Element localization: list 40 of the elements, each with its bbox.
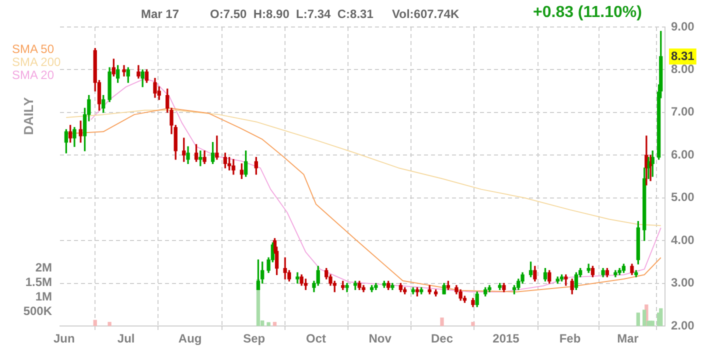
- x-tick-label: Sep: [243, 332, 266, 346]
- y2-tick-label: 1M: [35, 289, 52, 304]
- x-tick-label: Aug: [178, 332, 202, 346]
- y-tick-label: 7.00: [671, 104, 695, 119]
- bar: [266, 322, 270, 326]
- y2-tick-label: 2M: [35, 260, 52, 274]
- bar: [272, 322, 277, 326]
- text: O:7.50 H:8.90 L:7.34 C:8.31: [210, 7, 374, 21]
- x-tick-label: Feb: [559, 332, 581, 346]
- text: DAILY: [21, 97, 36, 135]
- y2-tick-label: 1.5M: [25, 274, 52, 289]
- y-tick-label: 2.00: [671, 318, 695, 332]
- y-tick-label: 3.00: [671, 276, 695, 290]
- x-tick-label: Dec: [430, 332, 454, 346]
- y-tick-label: 9.00: [671, 19, 695, 34]
- x-tick-label: 2015: [492, 332, 520, 346]
- x-tick-label: Oct: [306, 332, 326, 346]
- bar: [659, 308, 663, 326]
- text: Mar 17: [141, 7, 180, 21]
- bar: [471, 322, 475, 326]
- bar: [636, 312, 640, 326]
- x-tick-label: Jul: [117, 332, 135, 346]
- y-tick-label: 4.00: [671, 232, 695, 247]
- y-tick-label: 6.00: [671, 147, 695, 162]
- text: SMA 20: [12, 68, 56, 82]
- y2-tick-label: 500K: [23, 304, 52, 318]
- bar: [440, 318, 444, 326]
- annotation: 8.31: [671, 48, 695, 63]
- bar: [642, 310, 646, 326]
- text: Vol:607.74K: [392, 7, 460, 21]
- y-tick-label: 5.00: [671, 190, 695, 204]
- text: SMA 200: [12, 55, 61, 69]
- bar: [93, 320, 97, 326]
- x-tick-label: Mar: [617, 332, 639, 346]
- bar: [108, 322, 112, 326]
- x-tick-label: Jun: [53, 332, 75, 346]
- text: SMA 50: [12, 42, 56, 56]
- text: +0.83 (11.10%): [533, 4, 642, 21]
- x-tick-label: Nov: [368, 332, 392, 346]
- y-tick-label: 8.00: [671, 62, 695, 76]
